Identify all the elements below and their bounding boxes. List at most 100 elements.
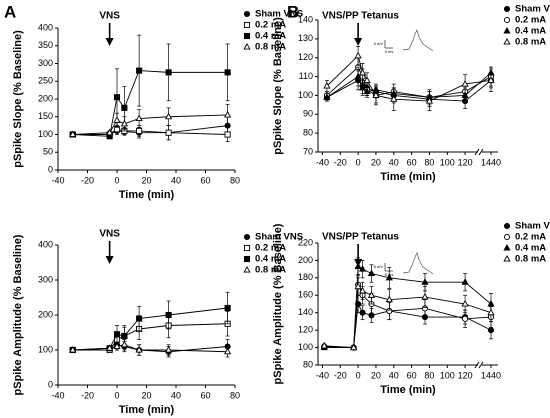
x-tick-label: 40	[171, 175, 181, 185]
x-tick-label: 80	[230, 175, 240, 185]
legend-label: 0.2 mA	[255, 243, 286, 254]
marker	[120, 119, 128, 127]
marker	[136, 315, 143, 322]
legend-label: Sham VNS	[255, 232, 303, 243]
inset-label: 5 ms	[385, 49, 394, 54]
legend-label: 0.8 mA	[515, 254, 546, 265]
marker	[224, 131, 231, 138]
marker	[461, 91, 469, 98]
x-tick-label: -20	[334, 370, 347, 380]
marker	[354, 72, 362, 80]
marker	[503, 5, 511, 13]
marker	[358, 68, 367, 76]
y-tick-label: 130	[298, 33, 313, 43]
marker	[243, 233, 251, 241]
x-tick-label: 0	[114, 175, 119, 185]
marker	[165, 345, 173, 353]
marker	[243, 10, 251, 18]
series-line	[324, 302, 492, 349]
marker	[165, 69, 172, 76]
inset-label: 5 mV	[374, 264, 384, 269]
marker	[135, 114, 143, 122]
y-tick-label: 200	[38, 93, 53, 103]
series-line	[72, 307, 228, 351]
marker	[359, 309, 366, 316]
marker	[224, 69, 231, 76]
marker	[503, 233, 511, 241]
y-tick-label: 200	[298, 255, 313, 265]
marker	[136, 67, 143, 74]
x-tick-label: -20	[334, 157, 347, 167]
marker	[113, 116, 121, 123]
x-tick-label: 40	[389, 370, 399, 380]
marker	[367, 291, 376, 298]
x-tick-label: 20	[371, 157, 381, 167]
marker	[120, 340, 128, 348]
marker	[421, 292, 429, 300]
annotation-arrowhead	[105, 38, 114, 46]
x-axis-label: Time (min)	[119, 189, 175, 201]
legend-label: 0.4 mA	[515, 243, 546, 254]
series-line	[72, 323, 228, 351]
marker	[367, 269, 376, 277]
marker	[323, 81, 331, 89]
y-tick-label: 0	[48, 164, 53, 174]
marker	[354, 51, 362, 59]
marker	[69, 130, 77, 138]
marker	[320, 341, 328, 349]
marker	[243, 42, 251, 50]
marker	[385, 295, 393, 303]
marker	[487, 76, 495, 83]
marker	[69, 345, 77, 353]
y-tick-label: 250	[38, 76, 53, 86]
marker	[323, 93, 331, 100]
x-tick-label: 80	[230, 390, 240, 400]
x-tick-label: 0	[356, 370, 361, 380]
marker	[363, 87, 371, 95]
marker	[425, 97, 434, 104]
marker	[113, 94, 121, 101]
y-tick-label: 350	[38, 40, 53, 50]
series-line	[324, 265, 492, 349]
legend-label: 0.8 mA	[255, 42, 286, 53]
x-tick-label: -40	[316, 370, 329, 380]
y-tick-label: 400	[38, 22, 53, 32]
legend-label: 0.4 mA	[255, 31, 286, 42]
marker	[462, 315, 469, 322]
y-tick-label: 100	[38, 344, 53, 354]
annotation: VNS/PP Tetanus	[322, 232, 399, 243]
marker	[487, 327, 495, 334]
panel-label: B	[287, 2, 299, 21]
y-tick-label: 300	[38, 58, 53, 68]
x-tick-label: 0	[114, 390, 119, 400]
y-axis-label: pSpike Slope (% Baseline)	[272, 17, 284, 155]
marker	[358, 286, 367, 294]
marker	[385, 273, 393, 281]
inset-label: 5 mV	[374, 41, 384, 46]
legend-label: 0.4 mA	[255, 254, 286, 265]
marker	[243, 265, 251, 273]
legend-label: 0.2 mA	[515, 232, 546, 243]
marker	[503, 243, 511, 251]
x-tick-label: 120	[458, 157, 473, 167]
marker	[121, 332, 128, 340]
marker	[113, 331, 121, 338]
y-tick-label: 140	[298, 14, 313, 24]
x-tick-label: 60	[200, 390, 210, 400]
marker	[390, 95, 398, 102]
marker	[243, 21, 251, 29]
x-tick-label: -40	[51, 175, 64, 185]
annotation-arrowhead	[105, 256, 114, 264]
legend-label: Sham VNS	[515, 221, 550, 232]
marker	[350, 343, 358, 351]
y-axis-label: pSpike Amplitude (% Baseline)	[12, 234, 24, 395]
marker	[165, 112, 173, 120]
annotation: VNS	[99, 229, 120, 240]
x-tick-label: 20	[141, 175, 151, 185]
y-tick-label: 180	[298, 272, 313, 282]
marker	[243, 32, 251, 40]
x-tick-label: 20	[371, 370, 381, 380]
marker	[165, 311, 172, 319]
x-axis-label: Time (min)	[119, 404, 175, 416]
